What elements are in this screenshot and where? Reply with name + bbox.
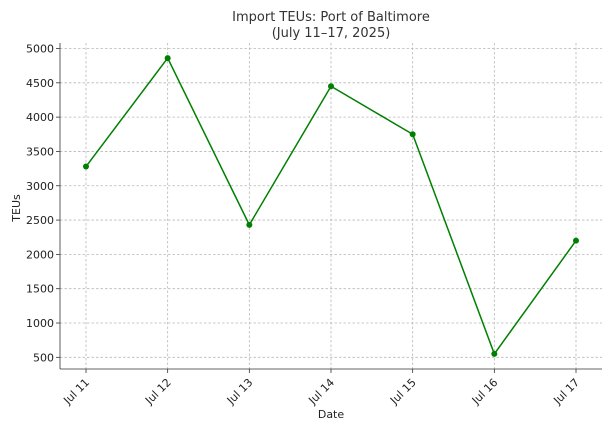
chart-title-line-1: Import TEUs: Port of Baltimore: [232, 10, 430, 25]
data-point: [409, 131, 416, 138]
x-tick-label: Jul 15: [387, 376, 419, 408]
data-point: [164, 55, 171, 62]
x-tick-label: Jul 11: [60, 376, 92, 408]
x-axis-ticks: Jul 11 Jul 12 Jul 13 Jul 14 Jul 15 Jul 16 Jul …: [60, 369, 582, 408]
x-tick-label: Jul 13: [224, 376, 256, 408]
x-tick-label: Jul 16: [469, 376, 501, 408]
x-tick-label: Jul 12: [142, 376, 174, 408]
y-tick-label: 3000: [26, 180, 54, 193]
chart-title: Import TEUs: Port of Baltimore (July 11–…: [232, 10, 430, 41]
data-point: [491, 350, 498, 357]
y-tick-label: 1000: [26, 317, 54, 330]
grid: [60, 43, 602, 369]
y-tick-label: 4500: [26, 77, 54, 90]
data-point: [83, 163, 89, 170]
x-axis-label: Date: [318, 408, 345, 421]
x-tick-label: Jul 17: [550, 376, 582, 408]
y-tick-label: 2500: [26, 214, 54, 227]
y-tick-label: 1500: [26, 283, 54, 296]
chart-title-line-2: (July 11–17, 2025): [272, 26, 391, 41]
data-point: [328, 83, 334, 90]
y-axis-label: TEUs: [10, 194, 23, 223]
series: [83, 55, 579, 357]
data-point: [246, 221, 253, 228]
y-tick-label: 4000: [26, 111, 54, 124]
y-tick-label: 500: [33, 351, 54, 364]
data-point: [573, 237, 579, 244]
y-tick-label: 2000: [26, 248, 54, 261]
y-tick-label: 5000: [26, 42, 54, 55]
y-axis-ticks: 500 1000 1500 2000 2500 3000 3500 4000 4500 5000: [26, 42, 60, 364]
x-tick-label: Jul 14: [305, 376, 337, 408]
y-tick-label: 3500: [26, 145, 54, 158]
